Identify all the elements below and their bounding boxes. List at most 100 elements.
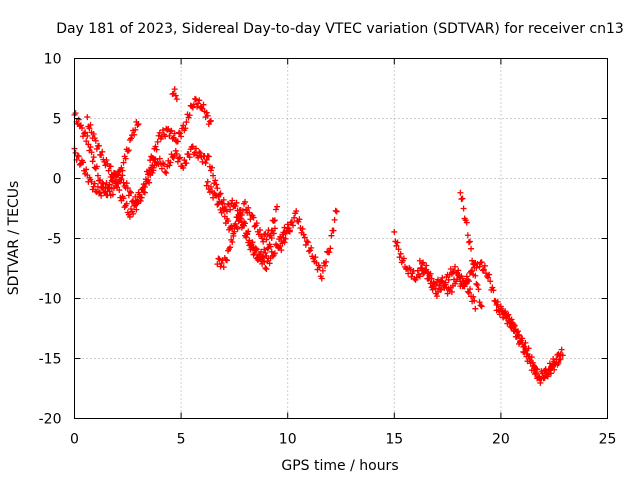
data-point bbox=[119, 172, 126, 179]
data-point bbox=[284, 225, 291, 232]
data-point bbox=[133, 206, 140, 213]
data-point bbox=[472, 305, 479, 312]
data-point bbox=[147, 172, 154, 179]
x-tick-label: 10 bbox=[279, 432, 297, 448]
data-point bbox=[175, 129, 182, 136]
data-point bbox=[89, 158, 96, 165]
series-9 bbox=[391, 228, 479, 312]
data-point bbox=[96, 177, 103, 184]
data-point bbox=[465, 239, 472, 246]
data-point bbox=[87, 144, 94, 151]
data-point bbox=[195, 154, 202, 161]
data-point bbox=[471, 297, 478, 304]
data-point bbox=[195, 100, 202, 107]
data-point bbox=[168, 151, 175, 158]
data-point bbox=[124, 185, 131, 192]
data-point bbox=[166, 162, 173, 169]
data-point bbox=[239, 207, 246, 214]
data-point bbox=[107, 163, 114, 170]
data-point bbox=[202, 160, 209, 167]
data-point bbox=[146, 179, 153, 186]
x-tick-labels: 0 5 10 15 20 25 bbox=[70, 432, 616, 448]
data-point bbox=[281, 239, 288, 246]
data-point bbox=[271, 217, 278, 224]
data-point bbox=[199, 158, 206, 165]
data-point bbox=[476, 263, 483, 270]
data-point bbox=[229, 239, 236, 246]
data-point bbox=[250, 251, 257, 258]
data-point bbox=[198, 104, 205, 111]
data-point bbox=[177, 130, 184, 137]
data-point bbox=[319, 267, 326, 274]
data-point bbox=[116, 187, 123, 194]
data-point bbox=[109, 178, 116, 185]
data-point bbox=[312, 254, 319, 261]
data-point bbox=[444, 290, 451, 297]
data-point bbox=[81, 130, 88, 137]
data-point bbox=[231, 228, 238, 235]
data-point bbox=[438, 286, 445, 293]
data-point bbox=[494, 301, 501, 308]
y-axis-label: SDTVAR / TECUs bbox=[6, 181, 22, 296]
data-point bbox=[502, 308, 509, 315]
data-point bbox=[232, 220, 239, 227]
data-point bbox=[249, 244, 256, 251]
data-point bbox=[282, 235, 289, 242]
data-point bbox=[105, 184, 112, 191]
data-point bbox=[232, 203, 239, 210]
data-point bbox=[126, 213, 133, 220]
data-point bbox=[400, 255, 407, 262]
data-point bbox=[186, 112, 193, 119]
data-point bbox=[204, 178, 211, 185]
data-point bbox=[558, 346, 565, 353]
data-point bbox=[549, 362, 556, 369]
axis-ticks bbox=[74, 58, 608, 419]
data-point bbox=[511, 322, 518, 329]
data-point bbox=[522, 339, 529, 346]
data-point bbox=[326, 249, 333, 256]
data-point bbox=[200, 101, 207, 108]
data-point bbox=[258, 248, 265, 255]
data-point bbox=[323, 258, 330, 265]
data-point bbox=[328, 232, 335, 239]
data-point bbox=[220, 196, 227, 203]
data-point bbox=[525, 345, 532, 352]
data-point bbox=[413, 274, 420, 281]
data-point bbox=[240, 222, 247, 229]
data-point bbox=[91, 180, 98, 187]
data-point bbox=[156, 155, 163, 162]
data-point bbox=[175, 155, 182, 162]
data-point bbox=[88, 178, 95, 185]
y-tick-label: 5 bbox=[53, 112, 62, 128]
data-point bbox=[268, 227, 275, 234]
data-point bbox=[394, 239, 401, 246]
x-tick-label: 20 bbox=[492, 432, 510, 448]
data-point bbox=[290, 222, 297, 229]
data-point bbox=[197, 150, 204, 157]
data-point bbox=[260, 255, 267, 262]
data-point bbox=[82, 129, 89, 136]
data-point bbox=[270, 218, 277, 225]
series-8 bbox=[276, 207, 340, 282]
data-point bbox=[122, 155, 129, 162]
data-point bbox=[106, 181, 113, 188]
data-point bbox=[103, 157, 110, 164]
data-point bbox=[171, 130, 178, 137]
data-point bbox=[269, 253, 276, 260]
data-point bbox=[205, 153, 212, 160]
data-point bbox=[84, 114, 91, 121]
data-point bbox=[167, 128, 174, 135]
data-point bbox=[253, 220, 260, 227]
y-tick-label: -15 bbox=[39, 352, 62, 368]
data-point bbox=[416, 257, 423, 264]
data-point bbox=[72, 110, 79, 117]
data-point bbox=[395, 246, 402, 253]
data-point bbox=[286, 228, 293, 235]
data-point bbox=[99, 148, 106, 155]
data-point bbox=[463, 273, 470, 280]
data-point bbox=[487, 278, 494, 285]
data-point bbox=[171, 86, 178, 93]
plot-frame bbox=[74, 58, 608, 419]
data-point bbox=[301, 234, 308, 241]
data-point bbox=[466, 238, 473, 245]
